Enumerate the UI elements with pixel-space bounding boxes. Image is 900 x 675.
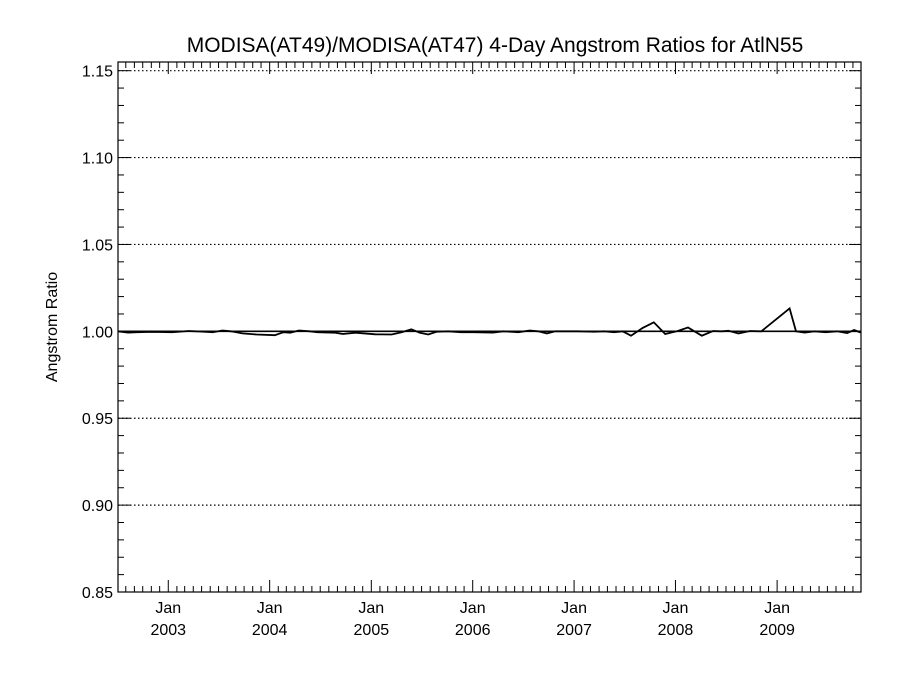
x-tick-year-label: 2006 <box>455 622 491 639</box>
y-tick-label: 0.90 <box>82 498 113 515</box>
y-axis-label: Angstrom Ratio <box>44 272 61 382</box>
series-group <box>117 306 862 337</box>
x-tick-year-label: 2007 <box>556 622 592 639</box>
x-tick-month-label: Jan <box>663 600 689 617</box>
y-tick-label: 0.85 <box>82 585 113 602</box>
y-tick-label: 1.00 <box>82 324 113 341</box>
x-tick-year-label: 2004 <box>252 622 288 639</box>
y-tick-label: 1.10 <box>82 151 113 168</box>
x-axis-ticks: Jan 2003 Jan 2004 Jan 2005 Jan 2006 Jan 2007 Jan 20… <box>125 62 854 639</box>
plot-frame <box>117 61 862 593</box>
y-axis-ticks: 0.85 0.90 0.95 1.00 1.05 1.10 1.15 <box>82 64 861 602</box>
x-tick-month-label: Jan <box>358 600 384 617</box>
series-line <box>117 306 862 337</box>
chart-title: MODISA(AT49)/MODISA(AT47) 4-Day Angstrom… <box>187 34 804 57</box>
y-tick-label: 1.05 <box>82 237 113 254</box>
x-tick-year-label: 2005 <box>354 622 390 639</box>
x-tick-year-label: 2003 <box>150 622 186 639</box>
gridlines <box>118 70 861 506</box>
y-tick-label: 0.95 <box>82 411 113 428</box>
x-tick-year-label: 2009 <box>759 622 795 639</box>
y-tick-label: 1.15 <box>82 64 113 81</box>
x-tick-month-label: Jan <box>155 600 181 617</box>
x-tick-month-label: Jan <box>764 600 790 617</box>
x-tick-month-label: Jan <box>257 600 283 617</box>
x-tick-year-label: 2008 <box>658 622 694 639</box>
x-tick-month-label: Jan <box>460 600 486 617</box>
x-tick-month-label: Jan <box>561 600 587 617</box>
